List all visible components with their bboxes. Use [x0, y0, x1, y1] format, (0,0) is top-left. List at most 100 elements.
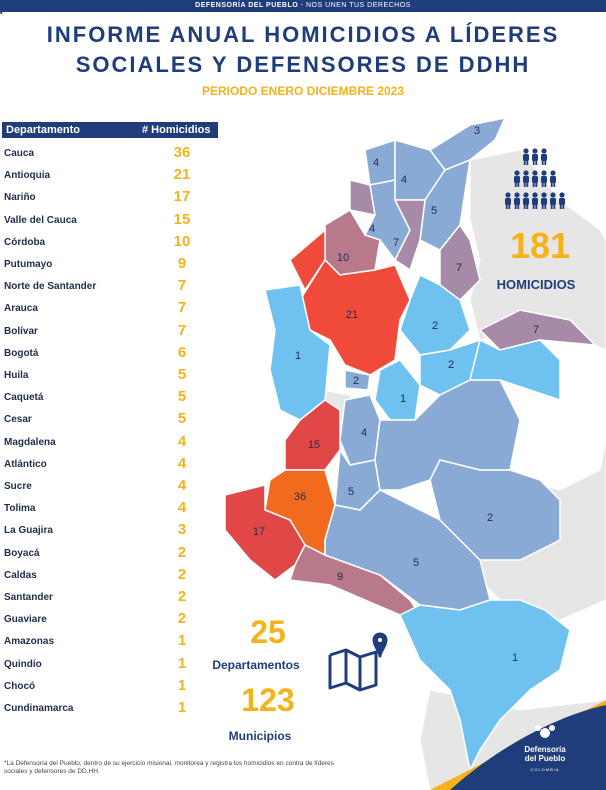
- map-region-casanare: [469, 338, 561, 402]
- department-name: Valle del Cauca: [4, 214, 77, 226]
- map-region-amazonas: [399, 599, 571, 773]
- table-row: Santander 2: [4, 588, 204, 608]
- table-row: Arauca 7: [4, 299, 204, 319]
- map-label-bolivar-south: 7: [393, 237, 399, 249]
- map-label-cundinamarca: 1: [400, 393, 406, 405]
- departments-count-label: Departamentos: [212, 658, 300, 672]
- map-label-boyaca: 2: [448, 359, 454, 371]
- homicide-count: 4: [177, 454, 187, 472]
- tagline-separator: -: [298, 2, 306, 9]
- map-region-meta: [374, 379, 521, 491]
- department-name: Guaviare: [4, 614, 47, 626]
- department-name: Caquetá: [4, 392, 44, 404]
- total-homicides-value: 181: [509, 225, 571, 266]
- homicide-count: 6: [177, 343, 187, 361]
- table-row: Nariño 17: [4, 188, 204, 208]
- map-region-cundinamarca: [374, 359, 421, 421]
- homicide-count: 4: [177, 499, 187, 517]
- title-line-2: SOCIALES Y DEFENSORES DE DDHH: [75, 52, 531, 77]
- department-name: Sucre: [4, 481, 32, 492]
- map-label-arauca: 7: [533, 324, 539, 336]
- table-row: Bogotá 6: [4, 344, 204, 364]
- homicide-count: 7: [177, 277, 187, 295]
- department-name: Bogotá: [4, 347, 39, 359]
- flower-logo-icon: [535, 725, 555, 738]
- department-name: Cesar: [4, 414, 32, 426]
- department-name: Bolívar: [4, 325, 38, 337]
- homicide-count: 5: [177, 388, 187, 406]
- table-row: Caldas 2: [4, 566, 204, 586]
- table-row: Valle del Cauca 15: [4, 211, 204, 231]
- institution-logo-badge: [430, 700, 606, 790]
- map-label-huila: 5: [348, 486, 354, 498]
- homicide-count: 3: [177, 521, 187, 539]
- table-row: Guaviare 2: [4, 610, 204, 630]
- title-line-1: INFORME ANUAL HOMICIDIOS A LÍDERES: [46, 22, 560, 47]
- department-name: Magdalena: [4, 436, 56, 448]
- logo-name: Defensoría del Pueblo: [514, 745, 576, 763]
- map-label-caqueta: 5: [413, 557, 419, 569]
- homicide-count: 4: [177, 432, 187, 450]
- column-header-homicides: # Homicidios: [142, 124, 211, 136]
- table-row: Tolima 4: [4, 499, 204, 519]
- map-region-cordoba: [324, 208, 381, 276]
- table-row: Quindío 1: [4, 655, 204, 675]
- map-label-norte-santander: 7: [456, 262, 462, 274]
- map-label-tolima: 4: [361, 427, 367, 439]
- map-region-bolivar-south: [393, 199, 426, 272]
- department-name: Putumayo: [4, 259, 53, 270]
- logo-country: COLOMBIA: [530, 767, 560, 772]
- map-label-sucre-bolivar: 4: [369, 223, 375, 235]
- top-banner: DEFENSORÍA DEL PUEBLO - NOS UNEN TUS DER…: [0, 0, 606, 12]
- map-label-cesar: 5: [431, 205, 437, 217]
- people-group-icon: [0, 0, 565, 209]
- homicide-count: 1: [177, 676, 187, 694]
- column-header-department: Departamento: [6, 124, 80, 136]
- table-row: Antioquia 21: [4, 166, 204, 186]
- homicide-count: 1: [177, 699, 187, 716]
- homicide-count: 4: [177, 477, 187, 494]
- footnote: *La Defensoría del Pueblo, dentro de su …: [4, 760, 334, 775]
- department-name: Atlántico: [4, 458, 47, 470]
- department-name: La Guajira: [4, 525, 53, 537]
- table-row: Huila 5: [4, 366, 204, 386]
- map-label-la-guajira: 3: [474, 125, 480, 137]
- municipalities-count-label: Municipios: [228, 729, 292, 743]
- homicide-count: 2: [177, 565, 187, 583]
- homicide-count: 15: [173, 210, 191, 228]
- homicide-count: 1: [177, 654, 187, 672]
- homicide-count: 36: [173, 144, 191, 161]
- department-name: Tolima: [4, 503, 36, 515]
- municipalities-count-value: 123: [241, 682, 295, 718]
- homicide-count: 5: [177, 410, 187, 428]
- homicide-count: 5: [177, 366, 187, 383]
- table-row: Putumayo 9: [4, 255, 204, 275]
- department-name: Quindío: [4, 658, 42, 670]
- table-row: Bolívar 7: [4, 322, 204, 342]
- homicide-count: 9: [177, 255, 187, 272]
- department-name: Santander: [4, 592, 53, 603]
- department-name: Norte de Santander: [4, 281, 97, 293]
- map-label-putumayo: 9: [337, 571, 343, 583]
- table-row: Cesar 5: [4, 410, 204, 430]
- map-region-santander: [399, 273, 471, 356]
- map-label-cauca: 36: [294, 491, 306, 503]
- department-name: Nariño: [4, 192, 36, 204]
- homicide-count: 7: [177, 299, 187, 317]
- table-row: Norte de Santander 7: [4, 277, 204, 297]
- table-row: Magdalena 4: [4, 433, 204, 453]
- homicide-count: 1: [177, 632, 187, 650]
- map-label-atlantico: 4: [373, 157, 379, 169]
- departments-count-value: 25: [250, 614, 286, 650]
- department-name: Huila: [4, 370, 29, 381]
- department-name: Caldas: [4, 569, 37, 581]
- map-label-antioquia: 21: [346, 309, 358, 321]
- table-row: Cauca 36: [4, 144, 204, 164]
- map-label-guaviare: 2: [487, 512, 493, 524]
- logo-name-line-1: Defensoría: [524, 745, 566, 754]
- map-label-valle: 15: [308, 439, 320, 451]
- map-region-valle: [284, 399, 341, 471]
- department-name: Boyacá: [4, 547, 40, 559]
- table-row: Atlántico 4: [4, 455, 204, 475]
